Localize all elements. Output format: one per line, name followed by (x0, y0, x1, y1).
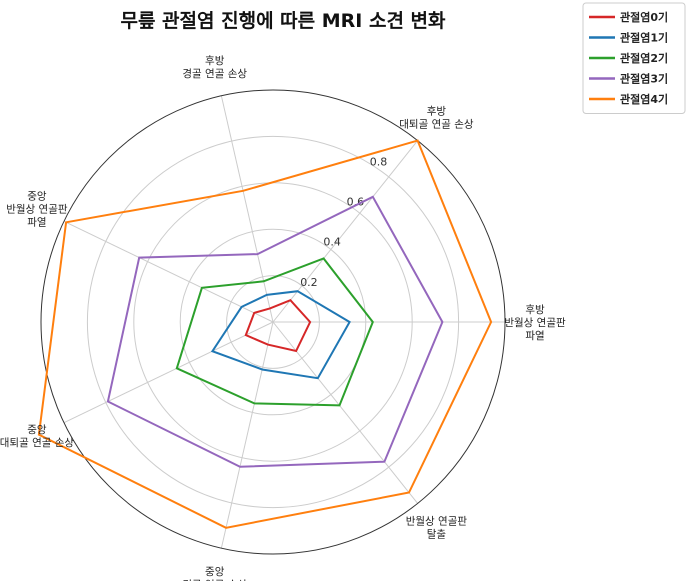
radial-tick-label: 0.8 (370, 155, 388, 168)
series-points-4 (38, 140, 492, 528)
legend-frame (582, 2, 686, 114)
spoke-5 (220, 321, 274, 549)
axis-label-4: 중앙 대퇴골 연골 손상 (0, 424, 74, 449)
spoke-4 (63, 321, 274, 424)
spoke-2 (220, 95, 274, 323)
radial-tick-label: 0.6 (347, 195, 365, 208)
legend-label-1: 관절염1기 (620, 31, 668, 45)
spoke-6 (272, 321, 419, 504)
legend-label-3: 관절염3기 (620, 72, 668, 86)
series-line-4 (37, 139, 493, 529)
series-line-1 (210, 290, 351, 380)
legend-label-0: 관절염0기 (620, 10, 668, 24)
radar-grid: 0.2 0.4 0.6 0.8 (40, 89, 506, 555)
series-points-1 (212, 291, 350, 379)
axis-label-6: 반월상 연골판 탈출 (406, 515, 468, 540)
legend-label-4: 관절염4기 (620, 92, 668, 106)
series-points-0 (245, 300, 311, 352)
chart-title: 무릎 관절염 진행에 따른 MRI 소견 변화 (120, 10, 446, 32)
series-points-3 (107, 196, 443, 467)
axis-label-3: 중앙 반월상 연골판 파열 (6, 190, 68, 228)
spoke-3 (63, 220, 274, 323)
axis-label-1: 후방 대퇴골 연골 손상 (399, 106, 474, 131)
radial-tick-label: 0.4 (323, 236, 341, 249)
radial-tick-label: 0.2 (300, 276, 318, 289)
axis-label-5: 중앙경골 연골 손상 (182, 566, 247, 581)
legend-label-2: 관절염2기 (620, 51, 668, 65)
axis-label-2: 후방 경골 연골 손상 (182, 55, 247, 80)
series-line-3 (106, 195, 444, 468)
axis-label-0: 후방 반월상 연골판 파열 (504, 304, 566, 342)
series-line-2 (175, 257, 374, 407)
outer-frame (40, 89, 506, 555)
series-line-0 (244, 299, 312, 353)
series-points-2 (176, 258, 373, 406)
radar-series-layer (37, 139, 493, 529)
